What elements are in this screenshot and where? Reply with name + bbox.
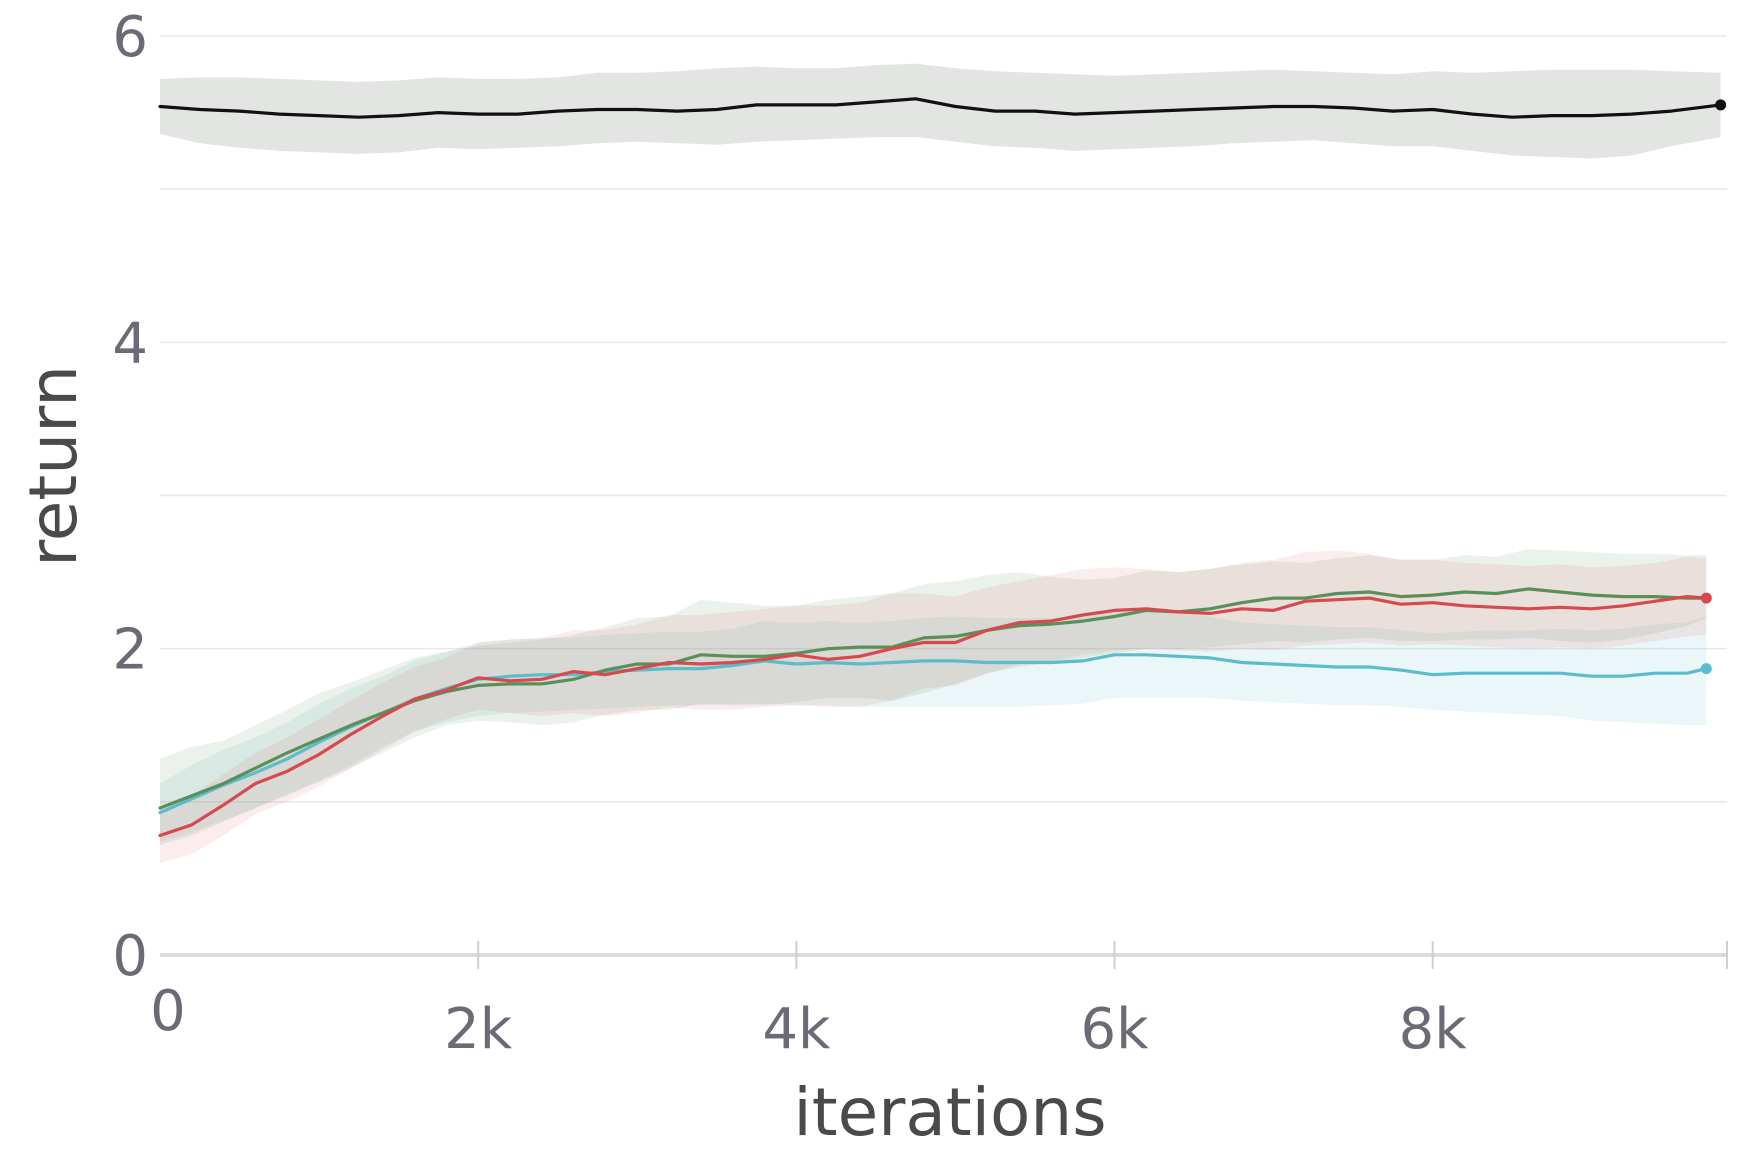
x-tick-label: 4k: [762, 997, 831, 1062]
x-tick-label: 0: [150, 979, 186, 1044]
y-tick-label: 4: [112, 311, 148, 376]
y-axis-title: return: [15, 365, 92, 567]
axes: 0 2k 4k 6k 8k 0 2 4 6: [112, 5, 1728, 1062]
series-end-markers: [1700, 99, 1727, 675]
series-lines: [158, 97, 1723, 838]
series-line-0: [158, 97, 1723, 119]
confidence-band-0: [160, 63, 1721, 159]
series-end-point-1: [1700, 663, 1712, 675]
x-tick-label: 8k: [1399, 997, 1468, 1062]
y-tick-label: 6: [112, 5, 148, 70]
confidence-band-3: [160, 550, 1707, 864]
confidence-bands: [160, 63, 1721, 864]
y-tick-label: 2: [112, 618, 148, 683]
confidence-band-1: [160, 610, 1707, 842]
y-tick-label: 0: [112, 924, 148, 989]
series-line-3: [158, 594, 1708, 838]
x-tick-label: 2k: [444, 997, 513, 1062]
x-axis-title: iterations: [793, 1074, 1106, 1151]
x-tick-label: 6k: [1080, 997, 1149, 1062]
confidence-band-2: [160, 549, 1707, 845]
series-end-point-0: [1715, 99, 1727, 111]
series-end-point-3: [1700, 592, 1712, 604]
gridlines: [160, 35, 1727, 803]
